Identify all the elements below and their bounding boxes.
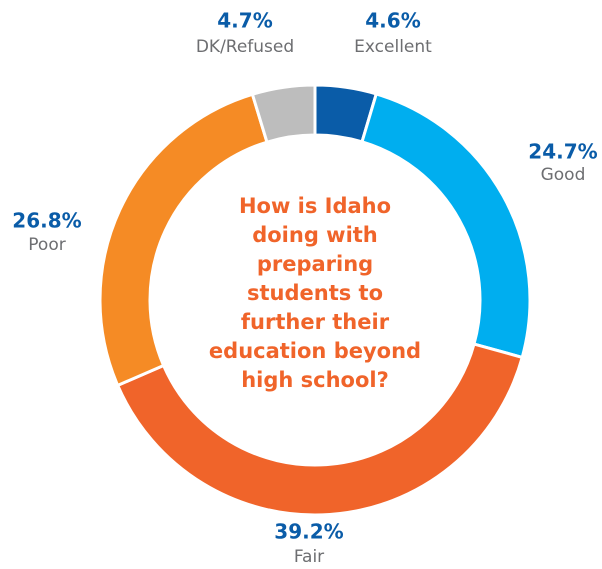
category-label: Excellent bbox=[354, 37, 432, 57]
value-label: 4.6% bbox=[365, 9, 420, 33]
donut-segment bbox=[250, 83, 317, 145]
category-label: Poor bbox=[28, 235, 65, 255]
chart-title: How is Idaho doing with preparing studen… bbox=[208, 194, 422, 392]
category-label: Fair bbox=[294, 547, 324, 567]
value-label: 24.7% bbox=[528, 140, 597, 164]
category-label: DK/Refused bbox=[196, 37, 294, 57]
value-label: 39.2% bbox=[274, 520, 343, 544]
category-label: Good bbox=[541, 165, 586, 185]
value-label: 4.7% bbox=[217, 9, 272, 33]
value-label: 26.8% bbox=[12, 209, 81, 233]
donut-segment bbox=[115, 342, 525, 517]
